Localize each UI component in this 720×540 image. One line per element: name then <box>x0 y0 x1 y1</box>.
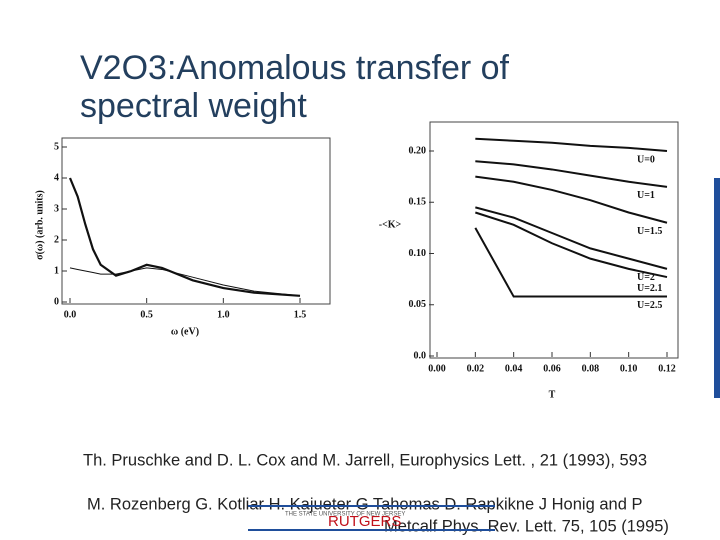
series-label: U=2.5 <box>637 300 662 311</box>
y-tick-label: 1 <box>54 265 59 276</box>
x-tick-label: 1.5 <box>294 309 307 320</box>
y-tick-label: 3 <box>54 203 59 214</box>
y-tick-label: 0.0 <box>414 350 427 361</box>
series-line <box>69 267 301 297</box>
logo-name: RUTGERS <box>328 513 401 530</box>
x-tick-label: 0.02 <box>467 363 485 374</box>
y-tick-label: 0.10 <box>409 248 427 259</box>
y-axis-label: σ(ω) (arb. units) <box>34 190 45 260</box>
series-label: U=2 <box>637 272 655 283</box>
series-line <box>475 175 668 224</box>
series-line <box>475 137 668 152</box>
y-tick-label: 0.05 <box>409 299 427 310</box>
x-axis-label: T <box>549 389 556 400</box>
series-label: U=1 <box>637 190 655 201</box>
y-tick-label: 0.15 <box>409 197 427 208</box>
series-label: U=2.1 <box>637 283 662 294</box>
edge-bar <box>714 178 720 398</box>
reference: M. Rozenberg G. Kotliar H. Kajueter G Ta… <box>87 495 642 513</box>
x-axis-label: ω (eV) <box>171 326 199 337</box>
y-axis-label: -<K> <box>379 219 402 230</box>
plot-frame <box>429 121 679 359</box>
x-tick-label: 0.00 <box>428 363 446 374</box>
series-label: U=1.5 <box>637 226 662 237</box>
y-tick-label: 2 <box>54 234 59 245</box>
reference: Th. Pruschke and D. L. Cox and M. Jarrel… <box>83 451 647 469</box>
logo-tagline: THE STATE UNIVERSITY OF NEW JERSEY <box>285 512 405 518</box>
series-line <box>475 211 668 279</box>
reference: Metcalf Phys. Rev. Lett. 75, 105 (1995) <box>384 517 669 535</box>
chart-bg <box>32 128 337 346</box>
x-tick-label: 0.06 <box>543 363 561 374</box>
x-tick-label: 0.12 <box>658 363 676 374</box>
y-tick-label: 5 <box>54 141 59 152</box>
title-line: V2O3:Anomalous transfer of <box>80 49 510 87</box>
y-tick-label: 4 <box>54 172 59 183</box>
x-tick-label: 0.5 <box>140 309 153 320</box>
y-tick-label: 0.20 <box>409 145 427 156</box>
x-tick-label: 1.0 <box>217 309 230 320</box>
x-tick-label: 0.0 <box>64 309 77 320</box>
series-line <box>475 160 668 188</box>
series-line <box>475 206 668 270</box>
x-tick-label: 0.08 <box>582 363 600 374</box>
series-line <box>474 227 667 298</box>
x-tick-label: 0.04 <box>505 363 523 374</box>
title-line: spectral weight <box>80 87 307 125</box>
chart-bg <box>408 112 694 388</box>
plot-frame <box>61 137 331 305</box>
x-tick-label: 0.10 <box>620 363 638 374</box>
y-tick-label: 0 <box>54 296 59 307</box>
series-label: U=0 <box>637 154 655 165</box>
